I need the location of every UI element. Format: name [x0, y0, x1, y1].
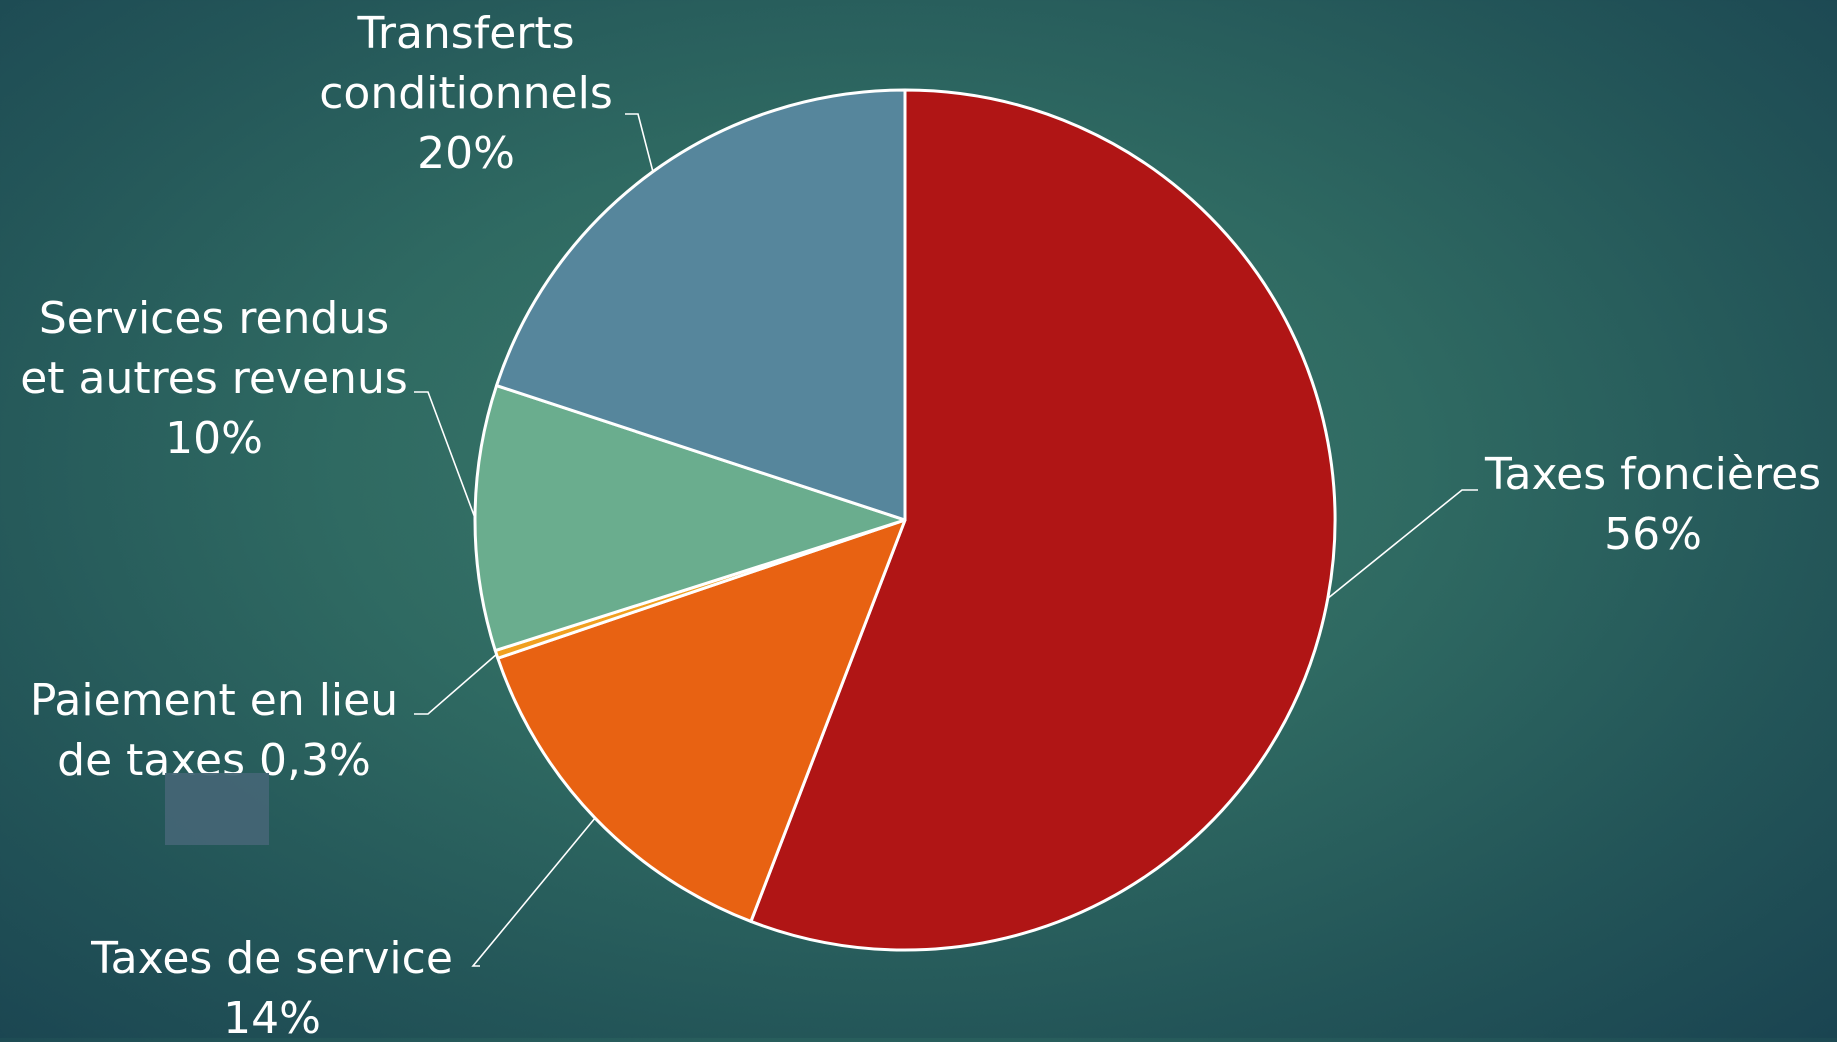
slice-label-line: 56% — [1604, 509, 1702, 560]
slice-label-line: 10% — [165, 413, 263, 464]
leader-line-2 — [414, 653, 498, 715]
pie-slices — [473, 88, 1337, 952]
slice-label-line: Transferts — [356, 8, 574, 59]
slice-label-1: Taxes de service 14% — [90, 933, 453, 1038]
decorative-square — [165, 773, 269, 845]
slice-label-3: Services rendus et autres revenus 10% — [20, 293, 408, 464]
leader-line-1 — [471, 817, 596, 967]
leader-line-3 — [414, 391, 476, 519]
leader-line-0 — [1327, 489, 1478, 600]
slice-label-line: Paiement en lieu — [30, 675, 398, 726]
pie-slice-4 — [495, 88, 907, 522]
slice-labels: Taxes foncières 56% Taxes de service 14% Pai… — [20, 8, 1821, 1042]
slice-label-0: Taxes foncières 56% — [1484, 449, 1821, 560]
slice-label-4: Transferts conditionnels 20% — [319, 8, 613, 179]
slice-label-line: Taxes de service — [90, 933, 453, 984]
slice-label-line: 14% — [223, 993, 321, 1038]
slice-label-line: conditionnels — [319, 68, 613, 119]
slice-label-line: et autres revenus — [20, 353, 408, 404]
leader-lines — [414, 113, 1478, 967]
slice-label-line: Services rendus — [39, 293, 389, 344]
slice-label-2: Paiement en lieu de taxes 0,3% — [30, 675, 398, 786]
leader-line-4 — [625, 113, 654, 172]
slice-label-line: 20% — [417, 128, 515, 179]
slice-label-line: Taxes foncières — [1484, 449, 1821, 500]
